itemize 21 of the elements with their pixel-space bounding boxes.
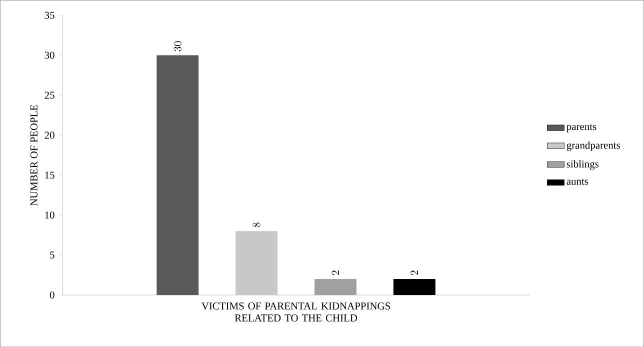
bar <box>393 278 436 295</box>
y-tick-label: 25 <box>44 92 54 99</box>
data-label: 2 <box>410 270 418 275</box>
x-tick-label: VICTIMS OF PARENTAL KIDNAPPINGS RELATED TO THE CHILD <box>202 302 390 322</box>
bar <box>156 55 199 295</box>
y-tick-label: 35 <box>44 12 54 19</box>
legend-label: aunts <box>566 178 588 185</box>
y-tick-label: 10 <box>45 211 54 218</box>
data-label: 30 <box>174 41 182 52</box>
data-label: 8 <box>252 222 260 227</box>
legend-label: grandparents <box>566 141 620 151</box>
y-axis-title: NUMBER OF PEOPLE <box>30 104 38 206</box>
legend-label: parents <box>566 124 596 132</box>
y-tick-label: 20 <box>44 132 54 139</box>
y-tick-label: 0 <box>50 291 54 298</box>
y-tick-label: 5 <box>50 251 54 258</box>
legend-label: siblings <box>566 160 599 170</box>
y-tick-label: 15 <box>45 172 54 179</box>
bar <box>236 230 278 295</box>
data-label: 2 <box>332 270 340 275</box>
y-tick-label: 30 <box>44 52 54 59</box>
